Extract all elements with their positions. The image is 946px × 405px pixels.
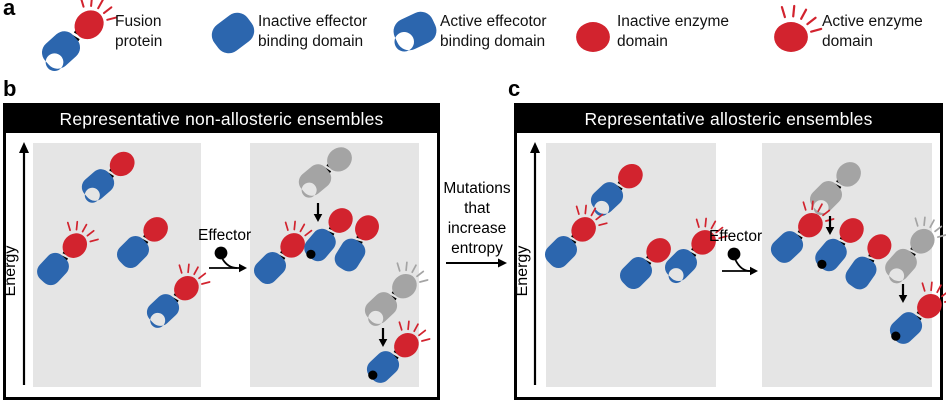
linker-icon [69, 30, 84, 42]
ensemble-box-b-left [33, 143, 201, 387]
energy-axis-label-b: Energy [2, 245, 19, 297]
active-effector-binding-domain-icon [393, 11, 437, 52]
active-binding-domain-icon [41, 31, 81, 72]
activity-ray-icon [90, 0, 93, 7]
active-enzyme-domain-icon [774, 4, 823, 52]
effector-label-c: Effector [709, 228, 763, 245]
panel-c-title: Representative allosteric ensembles [517, 106, 940, 133]
inactive-effector-binding-domain-icon [211, 12, 255, 54]
mutations-arrow [446, 258, 507, 268]
legend-label-active-enzyme-domain: Active enzyme domain [822, 13, 923, 50]
legend-label-fusion-protein: Fusion protein [115, 13, 163, 50]
activity-ray-icon [102, 6, 113, 15]
panel-b-box: Representative non-allosteric ensembles [3, 103, 440, 400]
effector-label-b: Effector [198, 227, 252, 244]
inactive-enzyme-domain-icon [576, 22, 610, 52]
active-enzyme-domain-icon [74, 10, 104, 40]
legend-label-active-effector-binding-domain: Active effecotor binding domain [440, 13, 547, 50]
ensemble-box-c-right [762, 143, 932, 387]
legend-label-inactive-enzyme-domain: Inactive enzyme domain [617, 13, 729, 50]
activity-ray-icon [806, 16, 817, 26]
activity-ray-icon [780, 5, 786, 19]
mutations-label: Mutations that increase entropy [443, 180, 511, 257]
panel-b-title: Representative non-allosteric ensembles [6, 106, 437, 133]
ensemble-box-c-left [546, 143, 716, 387]
activity-ray-icon [80, 0, 85, 8]
activity-ray-icon [800, 8, 808, 20]
panel-c-box: Representative allosteric ensembles [514, 103, 943, 400]
activity-ray-icon [810, 27, 823, 33]
panel-a-label: a [3, 0, 16, 20]
ensemble-box-b-right [250, 143, 419, 387]
fusion-protein-icon [41, 0, 118, 72]
panel-b-label: b [3, 76, 17, 101]
activity-ray-icon [792, 4, 796, 18]
panel-c-label: c [508, 76, 521, 101]
legend-label-inactive-effector-binding-domain: Inactive effector binding domain [258, 13, 368, 50]
activity-ray-icon [97, 0, 104, 10]
